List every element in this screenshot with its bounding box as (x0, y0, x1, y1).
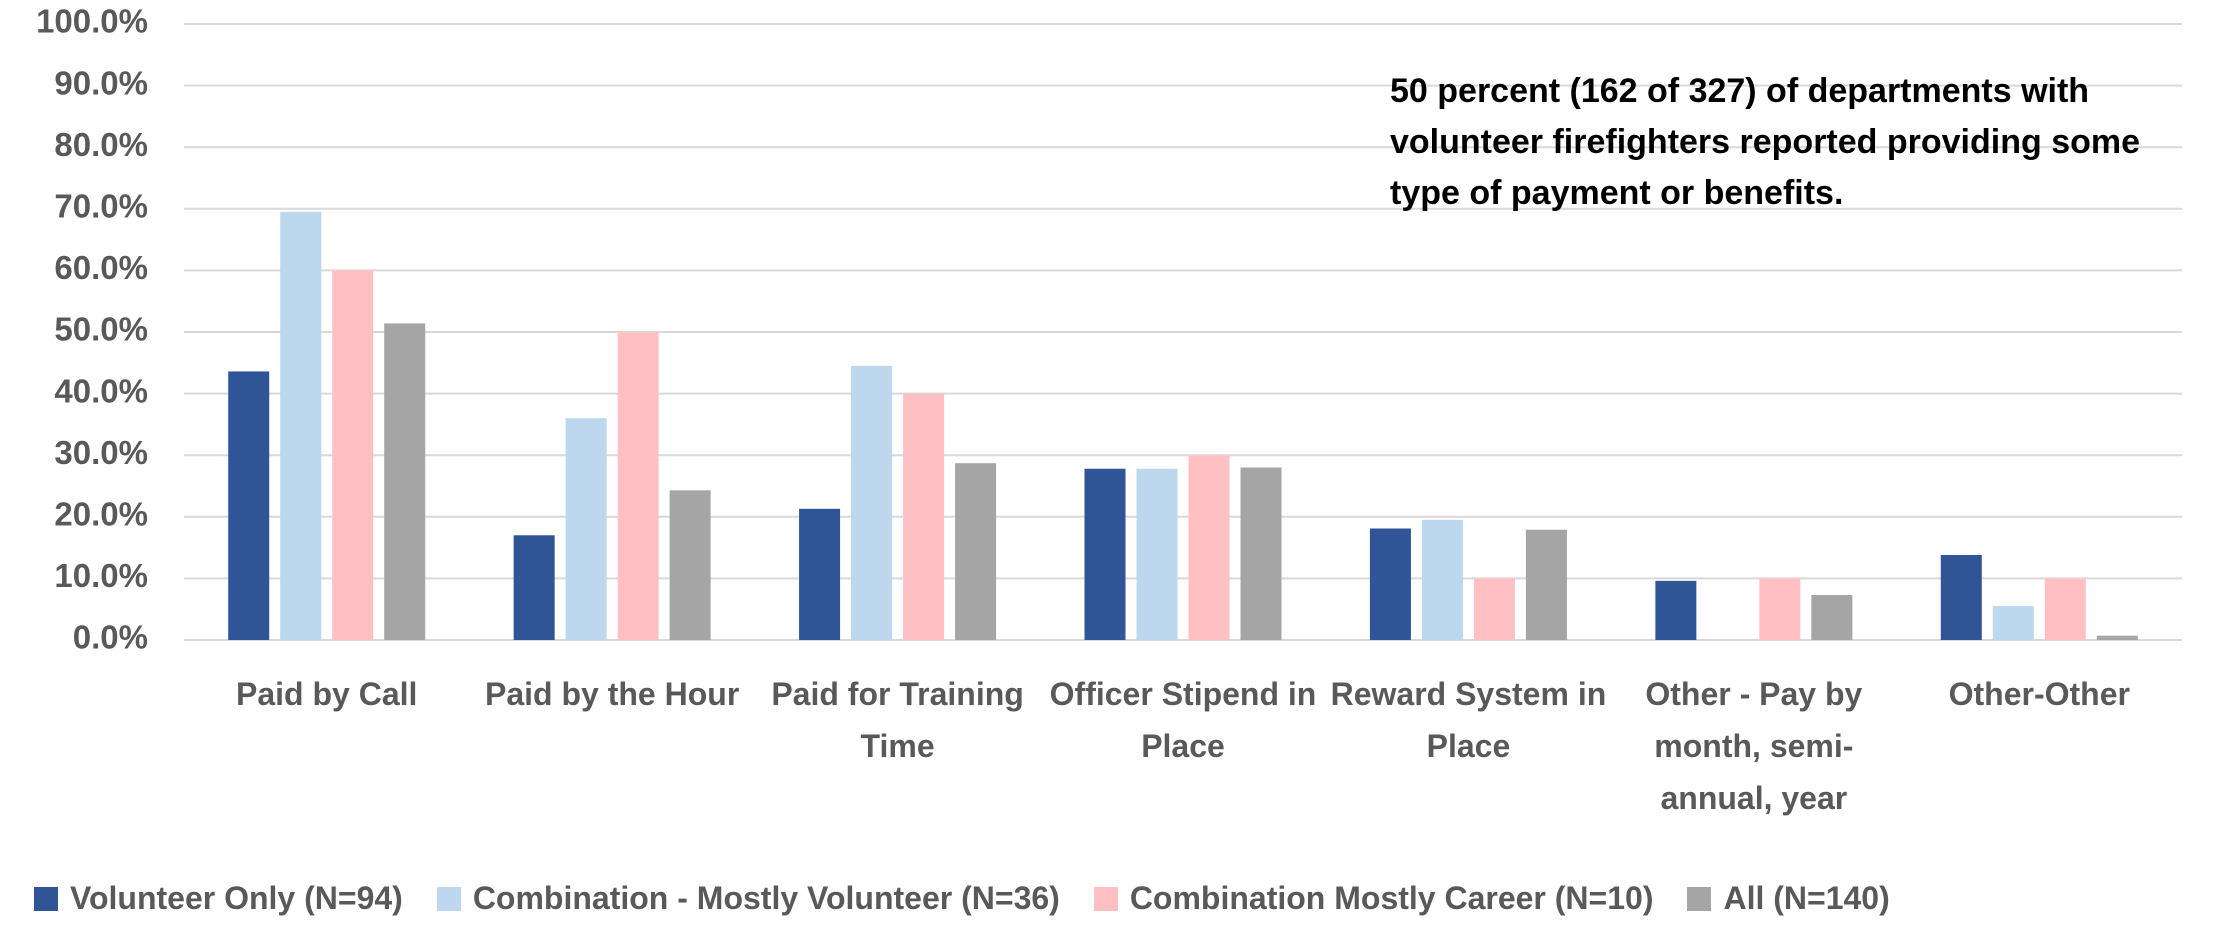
bar (1940, 554, 1982, 640)
bar (1188, 455, 1230, 640)
x-tick-label: Reward System in Place (1330, 676, 1607, 764)
bar (669, 490, 711, 640)
bar (565, 418, 607, 640)
y-tick-label: 30.0% (54, 434, 148, 471)
x-tick-label: Other-Other (1948, 676, 2130, 712)
x-tick-label: Paid by Call (236, 676, 418, 712)
legend-item: Volunteer Only (N=94) (34, 880, 403, 917)
legend-item: Combination - Mostly Volunteer (N=36) (436, 880, 1060, 917)
bar (1525, 529, 1567, 640)
bar (1992, 606, 2034, 640)
bar (851, 365, 893, 640)
bar (1084, 468, 1126, 640)
bar (332, 270, 374, 640)
bar (384, 323, 426, 640)
y-tick-label: 90.0% (54, 64, 148, 101)
legend-label: All (N=140) (1723, 880, 1890, 916)
bar (799, 508, 841, 640)
legend-label: Combination - Mostly Volunteer (N=36) (472, 880, 1060, 916)
y-tick-label: 20.0% (54, 496, 148, 533)
bar (513, 535, 555, 640)
bar (1369, 528, 1411, 640)
y-tick-label: 10.0% (54, 557, 148, 594)
legend-swatch (34, 886, 58, 911)
legend-swatch (1687, 886, 1712, 911)
y-tick-label: 70.0% (54, 188, 148, 225)
legend-item: Combination Mostly Career (N=10) (1093, 880, 1654, 917)
y-tick-label: 0.0% (73, 619, 148, 656)
bar (1473, 578, 1515, 640)
legend-swatch (436, 886, 461, 911)
y-tick-label: 40.0% (54, 372, 148, 409)
legend-item: All (N=140) (1687, 880, 1890, 917)
y-tick-label: 100.0% (36, 3, 148, 40)
bar (1655, 580, 1697, 640)
legend-swatch (1093, 886, 1118, 911)
y-tick-label: 60.0% (54, 249, 148, 286)
bar (1759, 578, 1801, 640)
bar (903, 393, 945, 640)
legend: Volunteer Only (N=94) Combination - Mostl… (34, 880, 1890, 917)
bar (228, 371, 270, 640)
bar (1421, 519, 1463, 640)
bar (2096, 635, 2138, 640)
x-tick-label: Paid by the Hour (485, 676, 740, 712)
bar (280, 211, 322, 640)
legend-label: Volunteer Only (N=94) (70, 880, 403, 916)
x-tick-label: Paid for Training Time (771, 676, 1024, 764)
legend-label: Combination Mostly Career (N=10) (1129, 880, 1654, 916)
x-tick-label: Other - Pay by month, semi-annual, year (1645, 676, 1863, 816)
x-tick-label: Officer Stipend in Place (1049, 676, 1317, 764)
bar (617, 332, 659, 640)
y-tick-label: 80.0% (54, 126, 148, 163)
bar (1811, 595, 1853, 640)
bar (1136, 468, 1178, 640)
bar (2044, 578, 2086, 640)
bar (1240, 467, 1282, 640)
bar (955, 463, 997, 640)
annotation: 50 percent (162 of 327) of departments w… (1390, 72, 2141, 212)
y-tick-label: 50.0% (54, 311, 148, 348)
